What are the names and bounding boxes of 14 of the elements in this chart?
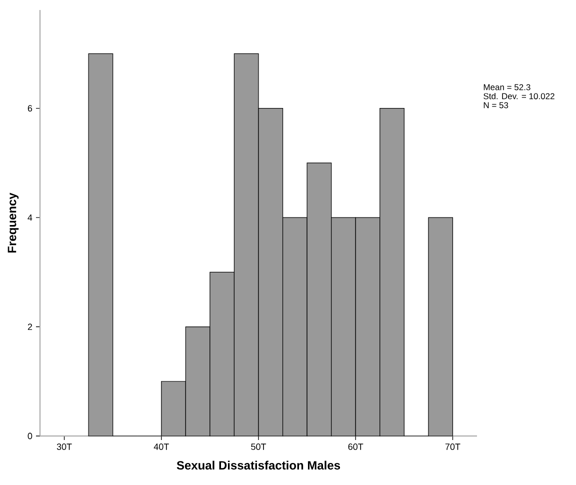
x-tick-label: 40T <box>154 444 169 450</box>
y-tick-label: 0 <box>28 432 32 440</box>
x-tick-label: 60T <box>348 444 364 450</box>
text: Std. Dev. = 10.022 <box>484 92 554 100</box>
y-tick-label: 2 <box>28 324 32 330</box>
y-tick-label: 6 <box>28 105 32 112</box>
y-tick-label: 4 <box>28 214 32 221</box>
x-tick-label: 70T <box>445 444 460 450</box>
x-axis-title: Sexual Dissatisfaction Males <box>176 460 340 470</box>
x-tick-label: 50T <box>251 444 266 450</box>
y-axis-title: Frequency <box>8 192 19 253</box>
text: N = 53 <box>484 102 508 108</box>
x-tick-label: 30T <box>56 444 72 450</box>
text: Mean = 52.3 <box>484 84 530 90</box>
